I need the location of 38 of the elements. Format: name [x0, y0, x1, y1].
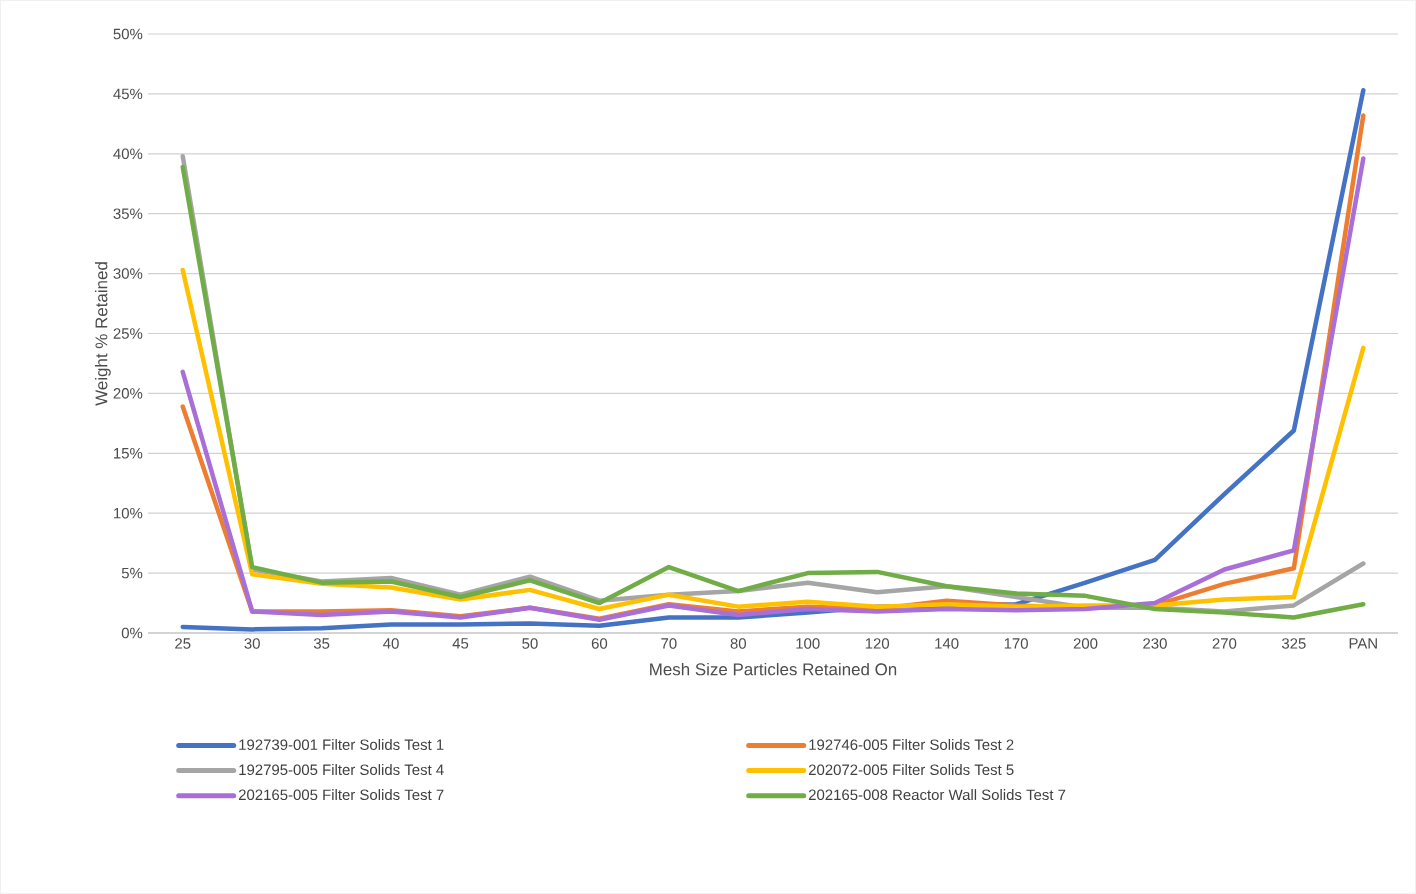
- x-tick-label: 230: [1143, 638, 1167, 649]
- y-tick-label: 10%: [114, 507, 143, 519]
- legend-label: 192746-005 Filter Solids Test 2: [809, 739, 1014, 750]
- y-tick-label: 25%: [113, 328, 143, 339]
- x-axis-title: Mesh Size Particles Retained On: [650, 662, 897, 676]
- x-tick-label: 70: [661, 638, 677, 649]
- x-tick-label: 100: [796, 638, 820, 649]
- x-tick-label: 50: [522, 638, 538, 649]
- x-tick-label: 325: [1281, 638, 1306, 649]
- x-tick-label: 25: [175, 638, 191, 649]
- x-tick-label: 170: [1004, 638, 1028, 649]
- x-tick-label: 200: [1073, 638, 1098, 649]
- y-axis-title: Weight % Retained: [94, 262, 111, 406]
- legend-label: 202165-008 Reactor Wall Solids Test 7: [808, 789, 1066, 801]
- x-tick-label: 30: [244, 638, 260, 649]
- y-tick-label: 0%: [121, 627, 143, 639]
- legend-label: 202072-005 Filter Solids Test 5: [808, 764, 1014, 776]
- x-tick-label: 140: [935, 638, 959, 649]
- x-tick-label: 80: [730, 638, 746, 649]
- legend-label: 202165-005 Filter Solids Test 7: [238, 789, 444, 801]
- x-tick-label: 270: [1212, 638, 1237, 649]
- x-tick-label: 45: [452, 638, 469, 649]
- y-tick-label: 40%: [113, 148, 143, 160]
- y-tick-label: 5%: [121, 567, 143, 579]
- x-tick-label: 60: [591, 638, 608, 649]
- y-tick-label: 30%: [113, 268, 143, 279]
- legend-label: 192739-001 Filter Solids Test 1: [239, 739, 444, 750]
- line-series: [180, 267, 1366, 612]
- y-tick-label: 35%: [113, 208, 143, 219]
- y-tick-label: 50%: [113, 28, 143, 40]
- y-tick-label: 15%: [114, 448, 143, 459]
- x-tick-label: 40: [383, 638, 399, 649]
- y-tick-label: 20%: [113, 388, 143, 399]
- x-tick-label: 35: [313, 638, 330, 649]
- legend-label: 192795-005 Filter Solids Test 4: [239, 764, 444, 776]
- y-tick-label: 45%: [113, 88, 143, 100]
- x-tick-label: 120: [865, 638, 890, 649]
- x-tick-label: PAN: [1349, 638, 1377, 649]
